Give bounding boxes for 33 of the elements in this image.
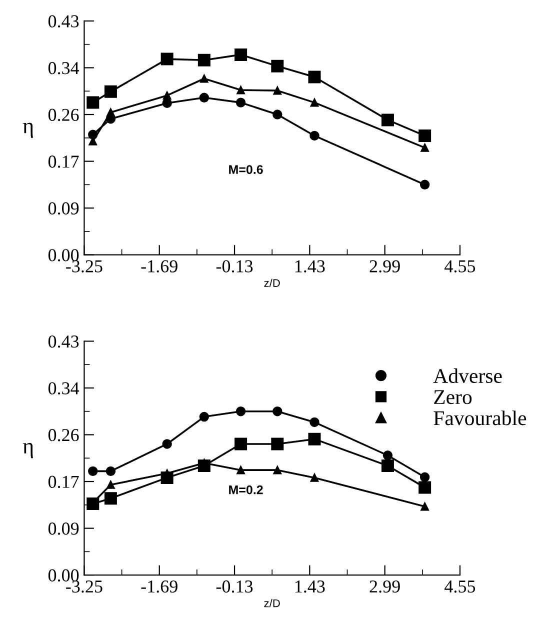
x-tick-label: -1.69 [141,260,178,272]
legend-label: Favourable [434,410,526,426]
x-tick-label: -3.25 [66,260,102,272]
y-axis-title: η [22,122,33,138]
y-tick-label: 0.17 [48,156,79,168]
y-axis-title: η [22,442,33,458]
y-tick-label: 0.09 [48,202,79,215]
x-tick-label: 2.99 [370,260,400,272]
y-tick-label: 0.34 [48,382,80,394]
x-tick-label: -0.13 [216,260,253,272]
x-tick-label: -1.69 [141,580,178,593]
legend-label: Adverse [433,368,502,384]
y-tick-label: 0.00 [48,569,79,582]
y-tick-label: 0.09 [48,522,79,535]
x-tick-label: 4.55 [444,580,476,593]
annotation: M=0.2 [229,485,263,494]
y-tick-label: 0.43 [48,335,79,348]
x-tick-label: 1.43 [295,260,325,272]
y-tick-label: 0.34 [48,62,80,74]
x-tick-label: 4.55 [444,260,476,272]
x-tick-label: 2.99 [370,580,400,593]
x-tick-label: -3.25 [66,580,102,593]
x-tick-label: -0.13 [216,580,253,593]
annotation: M=0.6 [229,165,263,174]
x-axis-title: z/D [264,599,280,608]
y-tick-label: 0.26 [48,428,79,442]
x-axis-title: z/D [264,278,280,287]
y-tick-label: 0.00 [48,249,79,262]
legend-label: Zero [434,390,472,404]
y-tick-label: 0.17 [48,476,79,488]
y-tick-label: 0.43 [48,15,79,28]
y-tick-label: 0.26 [48,108,79,122]
x-tick-label: 1.43 [295,580,325,593]
